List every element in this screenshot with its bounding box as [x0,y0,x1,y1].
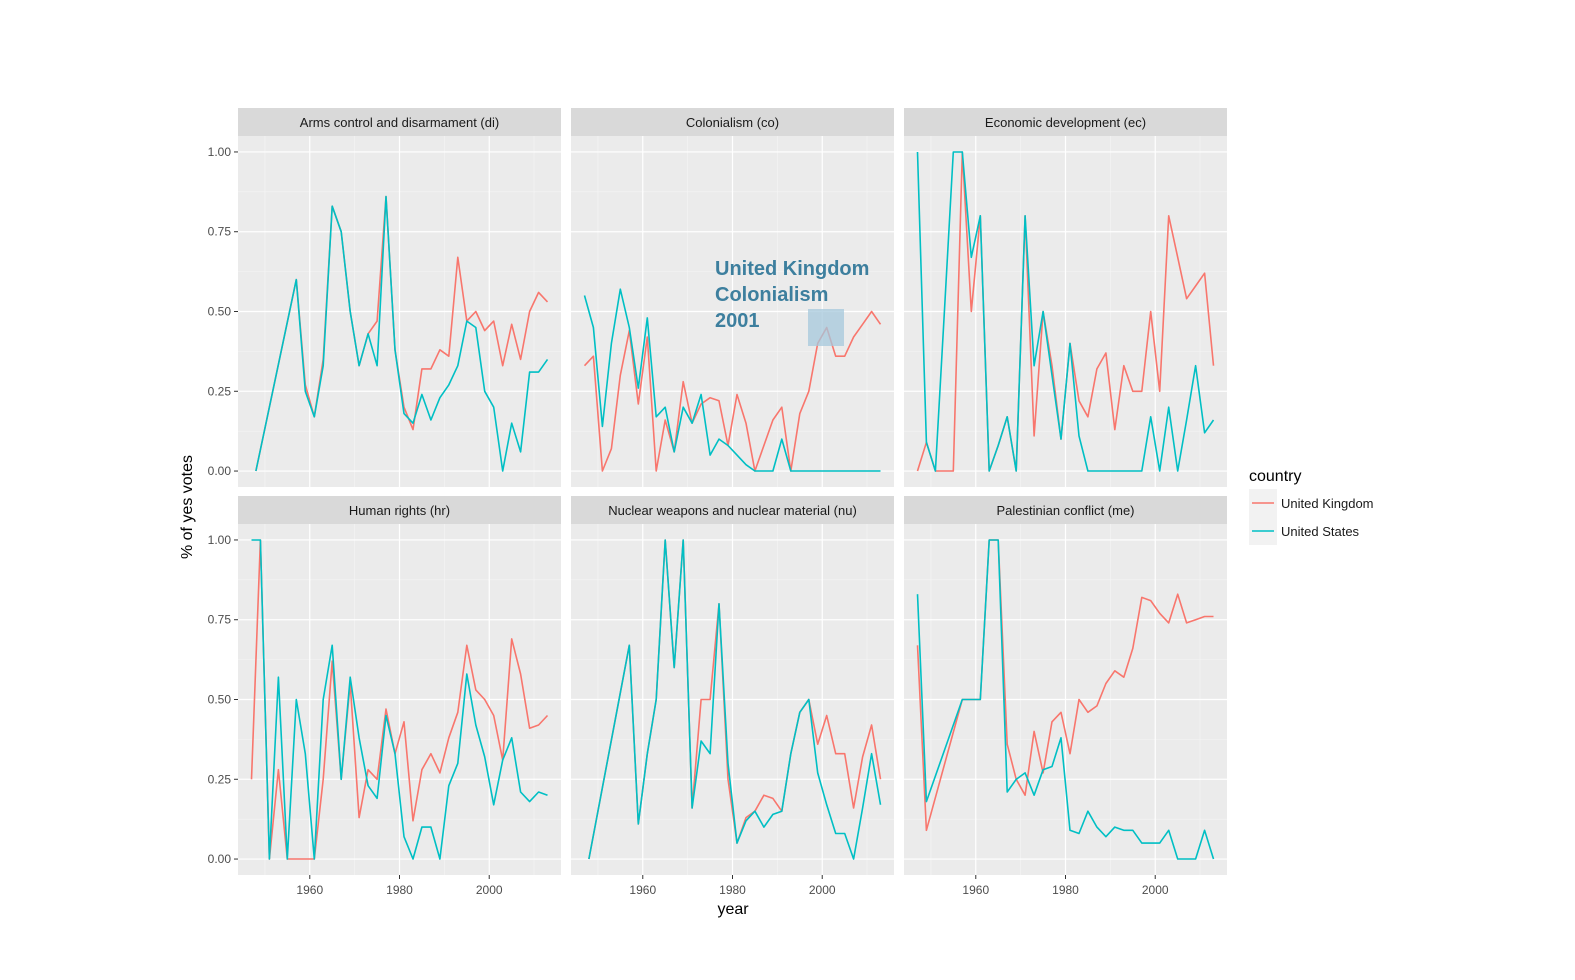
y-tick-label: 0.50 [208,305,232,319]
x-axis-title: year [717,901,749,918]
series-line-united-states [916,539,1215,860]
facet-title: Economic development (ec) [985,115,1146,130]
annotation-highlight [808,309,844,346]
facet-strip [571,108,894,136]
legend-title: country [1249,468,1301,485]
series-line-united-states [588,539,882,860]
y-tick-label: 0.25 [208,772,232,786]
y-tick-label: 0.50 [208,693,232,707]
y-tick-label: 1.00 [208,145,232,159]
facet-title: Colonialism (co) [686,115,779,130]
y-tick-label: 0.75 [208,613,232,627]
x-tick-label: 1960 [629,883,656,897]
panels: Arms control and disarmament (di) Colonia… [238,108,1227,875]
series-line-united-states [255,195,549,472]
facet-strip [904,108,1227,136]
axis-ticks: 0.00 0.25 0.50 0.75 1.00 0.00 0.25 0.50 0.75 1.00… [208,145,1169,897]
y-tick-label: 1.00 [208,533,232,547]
panel-nuclear-weapons-and-nuclear-material-nu: Nuclear weapons and nuclear material (nu… [571,496,894,875]
legend-label-united-kingdom: United Kingdom [1281,496,1374,511]
x-tick-label: 1980 [386,883,413,897]
x-tick-label: 1980 [1052,883,1079,897]
panel-human-rights-hr: Human rights (hr) [238,496,561,875]
annotation-line-2: Colonialism [715,284,828,306]
annotation-line-1: United Kingdom [715,258,869,280]
x-tick-label: 2000 [1142,883,1169,897]
series-line-united-states [251,539,548,860]
series-line-united-states [583,288,881,472]
facet-strip [904,496,1227,524]
facet-title: Palestinian conflict (me) [997,503,1135,518]
x-tick-label: 1980 [719,883,746,897]
x-tick-label: 1960 [962,883,989,897]
legend: country United Kingdom United States [1249,468,1374,545]
annotation-line-3: 2001 [715,310,760,332]
facet-strip [571,496,894,524]
y-tick-label: 0.25 [208,384,232,398]
y-tick-label: 0.00 [208,464,232,478]
facet-title: Nuclear weapons and nuclear material (nu… [608,503,857,518]
y-tick-label: 0.00 [208,852,232,866]
facet-title: Human rights (hr) [349,503,450,518]
series-line-united-states [916,151,1215,472]
panel-arms-control-and-disarmament-di: Arms control and disarmament (di) [238,108,561,487]
panel-palestinian-conflict-me: Palestinian conflict (me) [904,496,1227,875]
series-line-united-kingdom [250,539,549,860]
x-tick-label: 2000 [476,883,503,897]
annotation: United Kingdom Colonialism 2001 [715,258,869,346]
legend-label-united-states: United States [1281,524,1360,539]
y-tick-label: 0.75 [208,225,232,239]
panel-economic-development-ec: Economic development (ec) [904,108,1227,487]
x-tick-label: 2000 [809,883,836,897]
facet-title: Arms control and disarmament (di) [300,115,499,130]
x-tick-label: 1960 [296,883,323,897]
y-axis-title: % of yes votes [179,455,196,559]
facet-strip [238,108,561,136]
facet-strip [238,496,561,524]
